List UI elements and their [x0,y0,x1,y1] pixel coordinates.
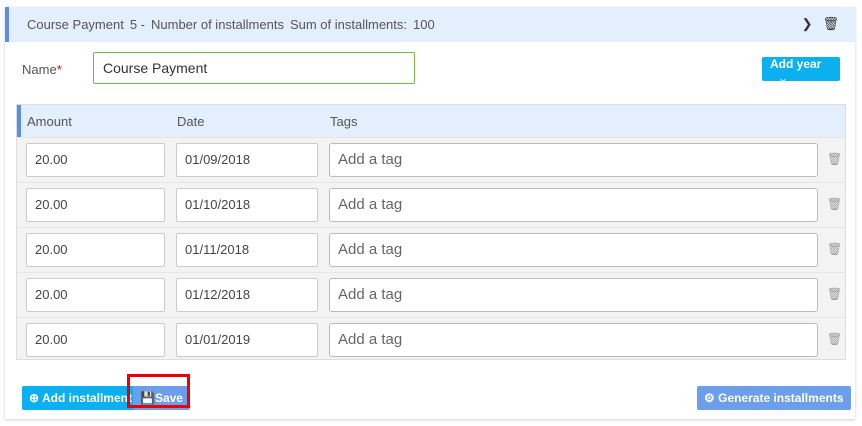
amount-input[interactable]: 20.00 [26,323,165,357]
chevron-down-icon: ⌄ [778,71,789,85]
table-row: 20.00 01/09/2018 Add a tag 🗑 [17,137,845,182]
tags-input[interactable]: Add a tag [329,188,818,222]
gears-icon: ⚙ [704,391,715,405]
panel-title: Course Payment [27,17,124,32]
date-input[interactable]: 01/01/2019 [176,323,318,357]
date-input[interactable]: 01/10/2018 [176,188,318,222]
sum-value: 100 [413,17,435,32]
chevron-down-icon[interactable]: ❯ [801,16,813,31]
table-row: 20.00 01/01/2019 Add a tag 🗑 [17,317,845,362]
installment-count-label: Number of installments [151,17,284,32]
trash-icon[interactable]: 🗑 [827,332,843,346]
table-row: 20.00 01/10/2018 Add a tag 🗑 [17,182,845,227]
trash-icon[interactable]: 🗑 [827,242,843,256]
installment-panel: Course Payment 5 - Number of installment… [5,7,855,419]
trash-icon[interactable]: 🗑 [827,197,843,211]
column-header-amount: Amount [27,114,72,129]
trash-icon[interactable]: 🗑 [827,152,843,166]
amount-input[interactable]: 20.00 [26,143,165,177]
amount-input[interactable]: 20.00 [26,188,165,222]
tags-input[interactable]: Add a tag [329,143,818,177]
tags-input[interactable]: Add a tag [329,233,818,267]
add-installment-button[interactable]: ⊕ Add installment [22,386,139,410]
date-input[interactable]: 01/12/2018 [176,278,318,312]
plus-circle-icon: ⊕ [29,391,40,405]
table-row: 20.00 01/12/2018 Add a tag 🗑 [17,272,845,317]
date-input[interactable]: 01/09/2018 [176,143,318,177]
table-row: 20.00 01/11/2018 Add a tag 🗑 [17,227,845,272]
column-header-tags: Tags [330,114,358,129]
sum-label: Sum of installments: [289,17,407,32]
generate-installments-button[interactable]: ⚙ Generate installments [697,386,851,410]
tags-input[interactable]: Add a tag [329,278,818,312]
trash-icon[interactable]: 🗑 [827,287,843,301]
date-input[interactable]: 01/11/2018 [176,233,318,267]
name-input[interactable] [93,52,415,84]
floppy-disk-icon: 💾 [140,391,155,405]
tags-input[interactable]: Add a tag [329,323,818,357]
highlight-box [127,374,190,408]
installments-table: Amount Date Tags 20.00 01/09/2018 Add a … [16,104,846,360]
panel-header[interactable]: Course Payment 5 - Number of installment… [5,7,855,42]
trash-icon[interactable]: 🗑 [822,16,839,31]
column-header-date: Date [177,114,205,129]
name-label: Name* [22,62,62,77]
required-marker: * [56,62,62,77]
amount-input[interactable]: 20.00 [26,233,165,267]
table-header: Amount Date Tags [17,105,845,137]
installment-count: 5 - [129,17,145,32]
add-year-button[interactable]: Add year ⌄ [762,57,840,85]
amount-input[interactable]: 20.00 [26,278,165,312]
